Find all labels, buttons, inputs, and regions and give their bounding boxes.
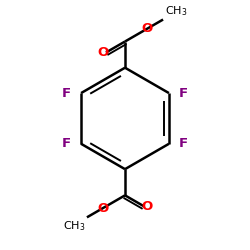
Text: O: O xyxy=(142,200,153,213)
Text: O: O xyxy=(97,46,108,59)
Text: F: F xyxy=(179,86,188,100)
Text: O: O xyxy=(97,202,108,215)
Text: CH$_3$: CH$_3$ xyxy=(63,219,85,233)
Text: F: F xyxy=(62,86,71,100)
Text: F: F xyxy=(62,137,71,150)
Text: F: F xyxy=(179,137,188,150)
Text: O: O xyxy=(142,22,153,35)
Text: CH$_3$: CH$_3$ xyxy=(165,4,187,18)
